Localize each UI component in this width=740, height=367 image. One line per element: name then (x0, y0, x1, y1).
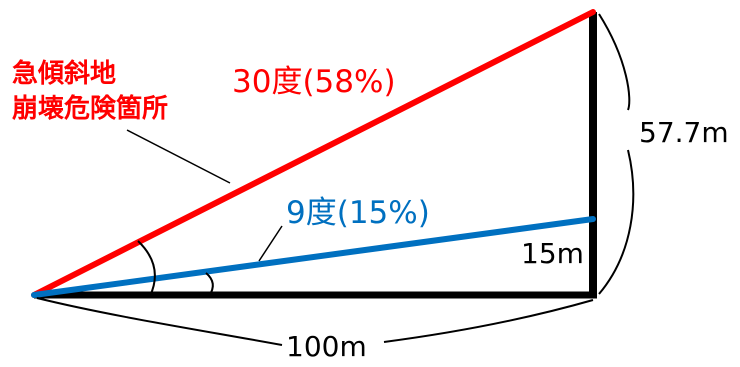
steep-slope-line (31, 9, 596, 298)
hazard-label-line1: 急傾斜地 (12, 59, 116, 89)
gentle-slope-line (31, 216, 596, 298)
hazard-label-line2: 崩壊危険箇所 (12, 93, 168, 124)
base-brace (36, 297, 594, 346)
steep-angle-label: 30度(58%) (232, 64, 396, 100)
steep-height-label: 57.7m (639, 116, 729, 149)
height-brace (598, 13, 635, 295)
gentle-angle-arc (205, 272, 214, 297)
base-length-label: 100m (286, 330, 367, 362)
gentle-height-label: 15m (521, 237, 584, 270)
gentle-label-leader-line (258, 225, 283, 262)
steep-angle-arc (137, 240, 156, 297)
hazard-leader-line (126, 129, 231, 184)
gentle-angle-label: 9度(15%) (286, 195, 430, 231)
